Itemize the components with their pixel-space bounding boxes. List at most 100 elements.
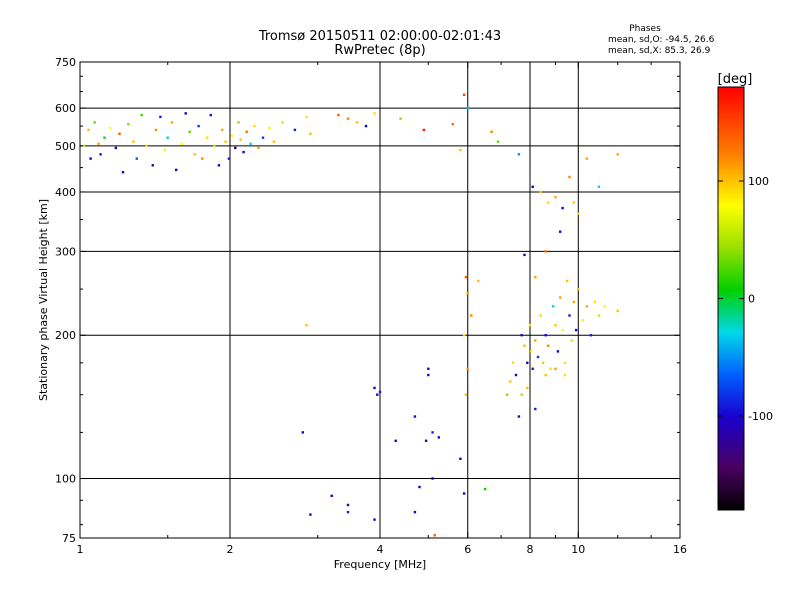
data-point: [572, 201, 576, 204]
data-point: [528, 324, 532, 327]
data-point: [224, 140, 227, 143]
data-point: [544, 250, 547, 253]
colorbar-tick-label: 0: [748, 293, 755, 306]
data-point: [462, 492, 466, 495]
data-point: [509, 380, 512, 383]
data-point: [466, 292, 469, 295]
y-tick-label: 600: [55, 102, 76, 115]
x-tick-label: 1: [77, 543, 84, 556]
data-point: [531, 367, 534, 370]
data-point: [511, 361, 515, 364]
chart-subtitle: RwPretec (8p): [334, 43, 425, 58]
data-point: [585, 157, 588, 160]
data-point: [541, 361, 545, 364]
data-point: [464, 275, 468, 279]
data-point: [121, 171, 125, 174]
data-point: [539, 314, 542, 317]
data-point: [554, 367, 557, 370]
data-point: [373, 518, 376, 521]
data-point: [523, 253, 526, 257]
data-point: [431, 431, 434, 434]
data-point: [526, 361, 529, 364]
data-point: [305, 115, 308, 119]
data-point: [549, 367, 552, 370]
data-point: [581, 319, 584, 322]
y-tick-label: 200: [55, 329, 76, 342]
data-point: [464, 393, 468, 396]
data-point: [431, 477, 434, 480]
data-point: [418, 485, 421, 489]
data-point: [566, 279, 569, 283]
colorbar-ticks: 100 0 -100: [718, 175, 773, 423]
data-point: [517, 415, 521, 418]
data-point: [180, 142, 183, 145]
data-points: [83, 93, 619, 537]
data-point: [249, 142, 252, 145]
x-tick-label: 6: [464, 543, 471, 556]
data-point: [242, 150, 245, 154]
data-point: [544, 373, 547, 377]
data-point: [561, 206, 564, 210]
data-point: [184, 112, 187, 115]
data-point: [597, 314, 601, 317]
data-point: [337, 113, 340, 117]
data-point: [118, 132, 121, 135]
y-tick-label: 75: [62, 532, 76, 545]
data-point: [424, 439, 428, 442]
data-point: [127, 123, 130, 126]
data-point: [261, 136, 265, 139]
data-point: [593, 300, 597, 304]
data-point: [99, 153, 102, 156]
data-point: [293, 128, 297, 132]
data-point: [301, 431, 304, 434]
data-point: [193, 153, 196, 156]
data-point: [346, 510, 350, 514]
data-point: [87, 128, 90, 132]
data-point: [364, 124, 368, 128]
data-point: [257, 146, 260, 150]
data-point: [413, 415, 417, 418]
data-point: [534, 407, 537, 411]
data-point: [483, 487, 487, 491]
data-point: [433, 534, 436, 537]
data-point: [526, 386, 529, 390]
data-point: [166, 136, 169, 139]
colorbar-tick-label: -100: [748, 410, 773, 423]
data-point: [563, 373, 567, 377]
data-point: [394, 439, 397, 442]
data-point: [577, 212, 580, 215]
plot-area: 1 2 4 6 8 10 16 75 100 200 300 400 500 600 750: [55, 56, 687, 556]
data-point: [559, 296, 562, 299]
data-point: [551, 305, 555, 308]
x-axis-ticks: 1 2 4 6 8 10 16: [77, 62, 687, 556]
phase-stats-x: mean, sd,X: 85.3, 26.9: [608, 46, 711, 56]
data-point: [309, 132, 312, 135]
colorbar-label: [deg]: [718, 72, 753, 87]
data-point: [572, 300, 576, 304]
data-point: [206, 136, 209, 139]
data-point: [309, 513, 312, 516]
data-point: [437, 436, 440, 439]
data-point: [531, 185, 534, 188]
data-point: [373, 386, 376, 390]
data-point: [330, 494, 333, 497]
data-point: [135, 157, 138, 160]
data-point: [253, 124, 256, 128]
data-point: [451, 123, 454, 126]
data-point: [103, 136, 106, 139]
data-point: [376, 393, 379, 396]
x-tick-label: 4: [377, 543, 384, 556]
data-point: [281, 121, 284, 124]
data-point: [399, 117, 402, 120]
data-point: [346, 117, 350, 120]
data-point: [574, 328, 578, 332]
data-point: [237, 121, 240, 124]
data-point: [597, 185, 601, 188]
data-point: [496, 140, 500, 143]
phase-stats-o: mean, sd,O: -94.5, 26.6: [608, 35, 715, 45]
data-point: [378, 390, 382, 394]
data-point: [568, 314, 571, 317]
data-point: [536, 355, 540, 359]
data-point: [523, 344, 526, 347]
